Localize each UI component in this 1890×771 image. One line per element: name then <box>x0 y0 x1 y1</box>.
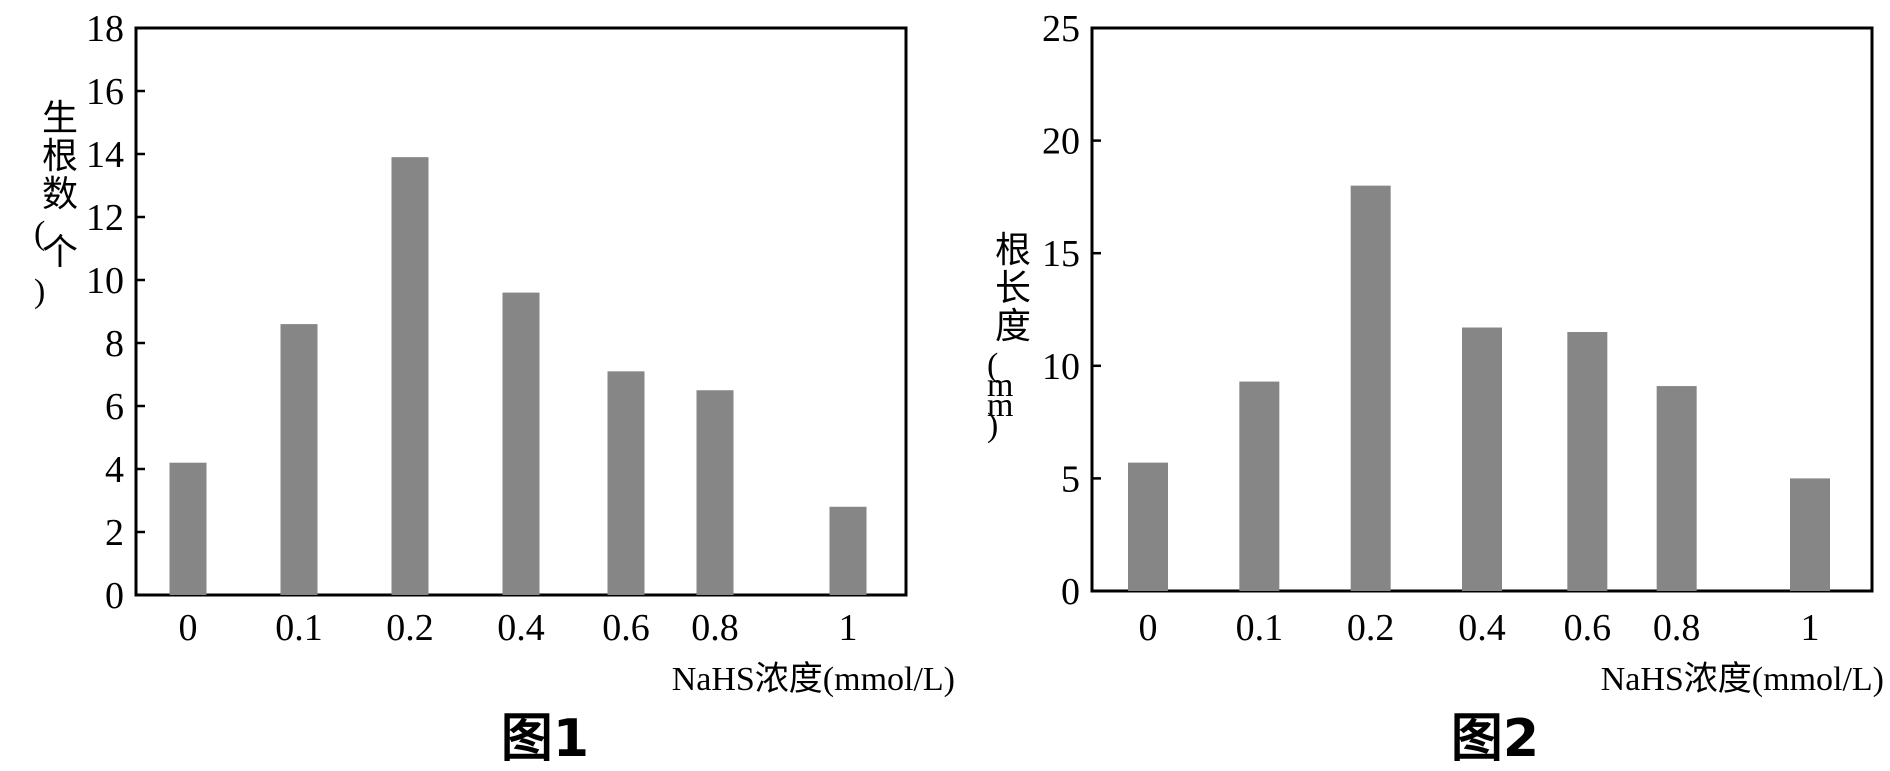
chart-2-y-tick-label: 20 <box>1042 121 1080 163</box>
chart-2-y-tick-label: 25 <box>1042 8 1080 50</box>
chart-1-bar-0.6 <box>607 371 645 595</box>
chart-2-bar-0 <box>1128 462 1168 591</box>
chart-1-y-tick-label: 14 <box>86 134 124 176</box>
chart-2-y-tick-label: 0 <box>1061 571 1080 613</box>
chart-1-y-tick-label: 6 <box>105 386 124 428</box>
chart-1-bar-0.4 <box>502 292 540 595</box>
chart-2-bar-0.2 <box>1350 185 1391 591</box>
chart-2-y-axis-title: 根长度(m m) <box>987 230 1031 444</box>
chart-1-x-tick-label: 0 <box>179 607 198 649</box>
chart-2-x-ticks: 0 0.1 0.2 0.4 0.6 0.8 1 <box>1139 607 1820 649</box>
chart-1: 0 2 4 6 8 10 12 14 16 18 0 0.1 0.2 0.4 0.6 0.8 1 生根数(个)… <box>34 8 955 769</box>
chart-2-bar-0.4 <box>1462 327 1502 591</box>
chart-2-x-tick-label: 0.4 <box>1458 607 1506 649</box>
chart-1-x-tick-label: 1 <box>839 607 858 649</box>
chart-1-x-tick-label: 0.6 <box>602 607 650 649</box>
chart-2-y-tick-label: 15 <box>1042 233 1080 275</box>
chart-1-bar-0 <box>169 462 207 595</box>
chart-1-y-ticks: 0 2 4 6 8 10 12 14 16 18 <box>86 8 145 617</box>
chart-1-x-tick-label: 0.1 <box>275 607 323 649</box>
chart-2-x-tick-label: 0.6 <box>1564 607 1612 649</box>
chart-1-y-tick-label: 10 <box>86 260 124 302</box>
chart-2-caption: 图2 <box>1451 709 1539 769</box>
chart-1-y-tick-label: 2 <box>105 512 124 554</box>
chart-2-bar-1 <box>1790 478 1830 591</box>
chart-2-x-tick-label: 1 <box>1801 607 1820 649</box>
chart-2: 0 5 10 15 20 25 0 0.1 0.2 0.4 0.6 0.8 1 根长度(m m) NaH… <box>987 8 1884 769</box>
chart-2-bars <box>1128 185 1830 591</box>
chart-2-x-tick-label: 0 <box>1139 607 1158 649</box>
chart-2-bar-0.6 <box>1567 332 1608 591</box>
chart-2-x-axis-title: NaHS浓度(mmol/L) <box>1601 660 1884 698</box>
chart-1-y-axis-title: 生根数(个) <box>34 98 78 310</box>
chart-2-bar-0.8 <box>1656 386 1697 591</box>
chart-2-y-tick-label: 5 <box>1061 458 1080 500</box>
chart-1-y-tick-label: 8 <box>105 323 124 365</box>
chart-1-y-tick-label: 4 <box>105 449 124 491</box>
chart-1-x-tick-label: 0.2 <box>386 607 434 649</box>
chart-1-bar-0.8 <box>696 390 734 595</box>
chart-2-bar-0.1 <box>1239 381 1280 591</box>
chart-1-bars <box>169 157 867 595</box>
chart-1-caption: 图1 <box>501 709 589 769</box>
chart-1-y-tick-label: 16 <box>86 71 124 113</box>
chart-2-x-tick-label: 0.8 <box>1653 607 1701 649</box>
chart-1-y-tick-label: 12 <box>86 197 124 239</box>
chart-1-bar-1 <box>829 506 867 595</box>
chart-2-y-tick-label: 10 <box>1042 346 1080 388</box>
chart-1-y-tick-label: 0 <box>105 575 124 617</box>
chart-1-bar-0.2 <box>391 157 429 595</box>
chart-1-x-tick-label: 0.4 <box>497 607 545 649</box>
chart-1-x-axis-title: NaHS浓度(mmol/L) <box>672 660 955 698</box>
chart-2-y-ticks: 0 5 10 15 20 25 <box>1042 8 1101 613</box>
chart-1-x-tick-label: 0.8 <box>691 607 739 649</box>
chart-1-bar-0.1 <box>280 324 318 595</box>
chart-2-x-tick-label: 0.2 <box>1347 607 1395 649</box>
chart-1-y-tick-label: 18 <box>86 8 124 50</box>
chart-1-x-ticks: 0 0.1 0.2 0.4 0.6 0.8 1 <box>179 607 858 649</box>
chart-2-x-tick-label: 0.1 <box>1236 607 1284 649</box>
